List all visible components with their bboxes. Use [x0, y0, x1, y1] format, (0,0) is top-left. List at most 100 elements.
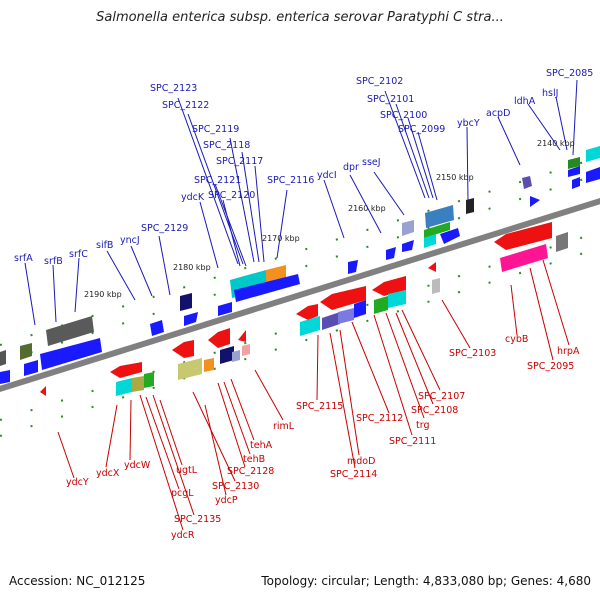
gene-arrow [494, 222, 552, 250]
gene-arrow [180, 293, 192, 311]
gene-label-srfC: srfC [69, 249, 88, 260]
kbp-label: 2150 kbp [436, 173, 474, 182]
gene-arrow [40, 338, 102, 370]
gene-arrow [242, 344, 250, 356]
gene-label-ydcR: ydcR [171, 530, 195, 541]
forward-gene-labels: SPC_2085 hslJ ldhA acpD ybcY SPC_2099 SP… [14, 68, 593, 267]
gene-arrow [568, 157, 580, 169]
gene-label-SPC_2123: SPC_2123 [150, 83, 197, 94]
gene-label-hslJ: hslJ [542, 88, 558, 99]
gene-label-SPC_2129: SPC_2129 [141, 223, 188, 234]
gene-label-acpD: acpD [486, 108, 510, 119]
kbp-label: 2190 kbp [84, 290, 122, 299]
gene-label-ydcW: ydcW [124, 460, 151, 471]
gene-arrow [522, 176, 532, 189]
gene-label-ydcY: ydcY [66, 477, 89, 488]
gene-arrow [530, 196, 540, 207]
gene-label-ydcK: ydcK [181, 192, 205, 203]
gene-label-SPC_2119: SPC_2119 [192, 124, 239, 135]
gene-label-SPC_2120: SPC_2120 [208, 190, 255, 201]
gene-label-SPC_2135: SPC_2135 [174, 514, 221, 525]
gene-arrow [500, 244, 548, 272]
gene-arrow [144, 372, 154, 388]
gene-arrow [322, 312, 340, 330]
gene-arrow [0, 350, 6, 366]
gene-arrow [132, 376, 144, 392]
gene-arrow [116, 378, 132, 396]
gene-arrow [354, 300, 366, 318]
gene-label-ydcX: ydcX [96, 468, 120, 479]
gene-label-SPC_2100: SPC_2100 [380, 110, 427, 121]
gene-arrow [208, 328, 230, 348]
gene-label-SPC_2116: SPC_2116 [267, 175, 314, 186]
gene-arrow [178, 358, 202, 380]
gene-label-SPC_2121: SPC_2121 [194, 175, 241, 186]
gene-label-sifB: sifB [96, 240, 113, 251]
gene-arrow [24, 360, 38, 376]
kbp-label: 2180 kbp [173, 263, 211, 272]
reverse-strand-features [40, 222, 568, 396]
gene-label-ydcP: ydcP [215, 495, 238, 506]
map-title: Salmonella enterica subsp. enterica sero… [96, 10, 504, 25]
gene-label-SPC_2108: SPC_2108 [411, 405, 458, 416]
accession-text: Accession: NC_012125 [9, 574, 146, 588]
gene-arrow [238, 330, 246, 342]
gene-label-SPC_2111: SPC_2111 [389, 436, 436, 447]
gene-arrow [572, 177, 580, 189]
gene-arrow [40, 386, 46, 396]
gene-label-SPC_2130: SPC_2130 [212, 481, 259, 492]
gene-arrow [150, 320, 164, 336]
gene-label-pcgL: pcgL [171, 488, 194, 499]
gene-arrow [300, 316, 320, 336]
gene-arrow [296, 304, 318, 320]
gene-label-ldhA: ldhA [514, 96, 536, 107]
gene-arrow [586, 167, 600, 183]
gene-arrow [440, 228, 460, 244]
gene-label-SPC_2114: SPC_2114 [330, 469, 377, 480]
gene-arrow [348, 260, 358, 274]
gene-arrow [424, 234, 436, 248]
gene-label-tehA: tehA [250, 440, 273, 451]
gene-label-SPC_2101: SPC_2101 [367, 94, 414, 105]
kbp-label: 2160 kbp [348, 204, 386, 213]
topology-text: Topology: circular; Length: 4,833,080 bp… [261, 574, 591, 588]
genome-backbone [0, 197, 600, 393]
reverse-leader-lines [57, 259, 570, 531]
gene-label-SPC_2103: SPC_2103 [449, 348, 496, 359]
gene-label-ugtL: ugtL [176, 465, 198, 476]
gene-arrow [20, 343, 32, 360]
gene-label-dpr: dpr [343, 162, 359, 173]
gene-label-yncJ: yncJ [120, 235, 140, 246]
gene-arrow [338, 308, 354, 324]
gene-label-SPC_2107: SPC_2107 [418, 391, 465, 402]
gene-label-SPC_2099: SPC_2099 [398, 124, 445, 135]
gene-label-hrpA: hrpA [557, 346, 580, 357]
gene-label-cybB: cybB [505, 334, 528, 345]
gene-arrow [204, 358, 214, 372]
gene-label-SPC_2112: SPC_2112 [356, 413, 403, 424]
gene-arrow [110, 362, 142, 378]
gene-arrow [172, 340, 194, 358]
gene-label-tehB: tehB [243, 454, 265, 465]
gene-arrow [0, 370, 10, 384]
gene-arrow [424, 222, 450, 238]
gene-arrow [425, 205, 454, 228]
gene-label-SPC_2117: SPC_2117 [216, 156, 263, 167]
forward-strand-features [0, 146, 600, 384]
forward-leader-lines [24, 79, 578, 326]
gene-label-SPC_2128: SPC_2128 [227, 466, 274, 477]
gene-label-SPC_2122: SPC_2122 [162, 100, 209, 111]
gene-arrow [232, 350, 240, 362]
gene-arrow [46, 316, 94, 346]
gene-label-sseJ: sseJ [362, 157, 381, 168]
gene-arrow [432, 278, 440, 294]
gene-label-ybcY: ybcY [457, 118, 480, 129]
gene-arrow [402, 220, 414, 236]
gene-arrow [402, 240, 414, 252]
gene-label-srfA: srfA [14, 253, 33, 264]
gene-arrow [234, 274, 300, 302]
gene-arrow [218, 302, 232, 316]
gene-arrow [466, 198, 474, 214]
